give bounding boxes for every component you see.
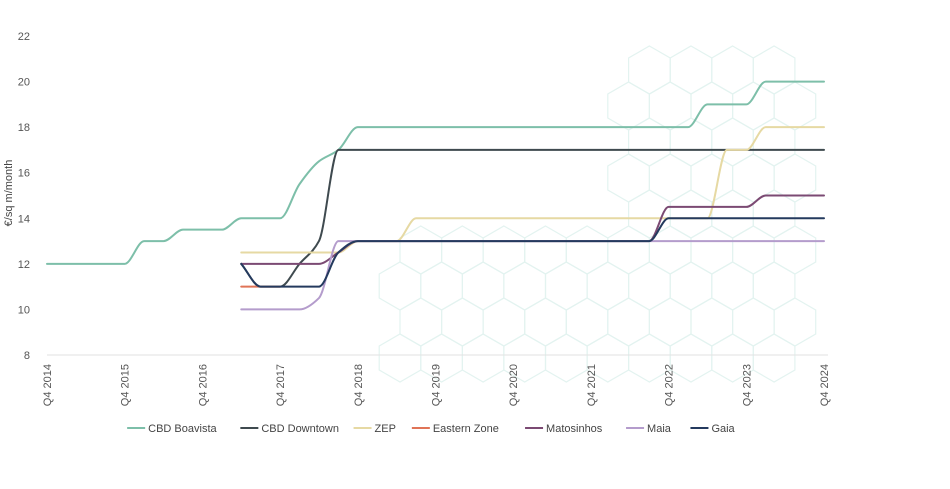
legend-item-maia: Maia <box>626 423 672 435</box>
watermark-hexagon <box>690 81 734 131</box>
hexagon-watermark <box>378 45 817 383</box>
legend-item-eastern-zone: Eastern Zone <box>411 423 499 435</box>
watermark-hexagon <box>648 297 692 347</box>
y-tick-label: 14 <box>18 213 30 225</box>
x-tick-label: Q4 2018 <box>353 364 365 406</box>
watermark-hexagon <box>524 225 567 275</box>
watermark-hexagon <box>607 225 651 275</box>
watermark-hexagon <box>503 261 547 311</box>
x-tick-label: Q4 2019 <box>431 364 443 406</box>
watermark-hexagon <box>399 225 443 275</box>
y-axis-title: €/sq m/month <box>3 160 15 227</box>
series-lines <box>46 80 825 311</box>
watermark-hexagon <box>586 261 630 311</box>
watermark-hexagon <box>544 333 588 383</box>
x-tick-label: Q4 2014 <box>42 364 54 406</box>
watermark-hexagon <box>711 189 754 239</box>
watermark-hexagon <box>669 261 713 311</box>
x-tick-label: Q4 2017 <box>275 364 287 406</box>
series-line-cbd-boavista <box>46 80 825 265</box>
watermark-hexagon <box>378 333 422 383</box>
watermark-hexagon <box>565 297 609 347</box>
watermark-hexagon <box>669 333 713 383</box>
x-axis: Q4 2014 Q4 2015 Q4 2016 Q4 2017 Q4 2018 Q4 20… <box>42 364 831 406</box>
watermark-hexagon <box>607 297 651 347</box>
watermark-hexagon <box>690 225 734 275</box>
watermark-hexagon <box>607 81 651 131</box>
watermark-hexagon <box>607 153 651 203</box>
watermark-hexagon <box>711 261 754 311</box>
watermark-hexagon <box>461 261 505 311</box>
y-tick-label: 18 <box>18 122 30 134</box>
watermark-hexagon <box>648 153 692 203</box>
watermark-hexagon <box>544 261 588 311</box>
x-tick-label: Q4 2016 <box>197 364 209 406</box>
series-line-matosinhos <box>240 194 825 265</box>
watermark-hexagon <box>482 297 526 347</box>
watermark-hexagon <box>627 45 671 95</box>
y-tick-label: 20 <box>18 77 30 89</box>
watermark-hexagon <box>731 297 775 347</box>
x-tick-label: Q4 2021 <box>586 364 598 406</box>
watermark-hexagon <box>711 45 754 95</box>
legend-label: Matosinhos <box>546 423 603 435</box>
x-tick-label: Q4 2020 <box>508 364 520 406</box>
watermark-hexagon <box>627 261 671 311</box>
x-tick-label: Q4 2023 <box>741 364 753 406</box>
legend: CBD Boavista CBD Downtown ZEP Eastern Zone M… <box>127 423 736 435</box>
legend-label: Gaia <box>711 423 735 435</box>
watermark-hexagon <box>711 117 754 167</box>
legend-item-cbd-downtown: CBD Downtown <box>240 423 339 435</box>
watermark-hexagon <box>690 153 734 203</box>
legend-label: Maia <box>647 423 672 435</box>
legend-item-cbd-boavista: CBD Boavista <box>127 423 218 435</box>
watermark-hexagon <box>461 333 505 383</box>
y-axis: 8 10 12 14 16 18 20 22 <box>18 31 30 362</box>
y-tick-label: 8 <box>24 350 30 362</box>
watermark-hexagon <box>399 297 443 347</box>
y-tick-label: 22 <box>18 31 30 43</box>
legend-label: Eastern Zone <box>433 423 499 435</box>
watermark-hexagon <box>565 225 609 275</box>
series-line-gaia <box>240 217 825 288</box>
watermark-hexagon <box>752 117 796 167</box>
x-tick-label: Q4 2024 <box>819 364 831 406</box>
y-tick-label: 12 <box>18 259 30 271</box>
watermark-hexagon <box>627 117 671 167</box>
watermark-hexagon <box>731 225 775 275</box>
watermark-hexagon <box>669 189 713 239</box>
series-line-maia <box>240 240 825 311</box>
legend-item-gaia: Gaia <box>690 423 736 435</box>
y-tick-label: 16 <box>18 168 30 180</box>
watermark-hexagon <box>648 81 692 131</box>
legend-label: ZEP <box>375 423 396 435</box>
watermark-hexagon <box>773 81 817 131</box>
x-tick-label: Q4 2022 <box>664 364 676 406</box>
watermark-hexagon <box>441 297 484 347</box>
y-tick-label: 10 <box>18 304 30 316</box>
legend-item-zep: ZEP <box>353 423 396 435</box>
watermark-hexagon <box>420 261 463 311</box>
watermark-hexagon <box>441 225 484 275</box>
watermark-hexagon <box>731 81 775 131</box>
watermark-hexagon <box>482 225 526 275</box>
legend-label: CBD Downtown <box>261 423 339 435</box>
watermark-hexagon <box>669 45 713 95</box>
watermark-hexagon <box>524 297 567 347</box>
legend-item-matosinhos: Matosinhos <box>525 423 603 435</box>
watermark-hexagon <box>752 333 796 383</box>
watermark-hexagon <box>378 261 422 311</box>
x-tick-label: Q4 2015 <box>120 364 132 406</box>
watermark-hexagon <box>752 261 796 311</box>
legend-label: CBD Boavista <box>148 423 217 435</box>
watermark-hexagon <box>773 225 817 275</box>
watermark-hexagon <box>773 297 817 347</box>
watermark-hexagon <box>690 297 734 347</box>
